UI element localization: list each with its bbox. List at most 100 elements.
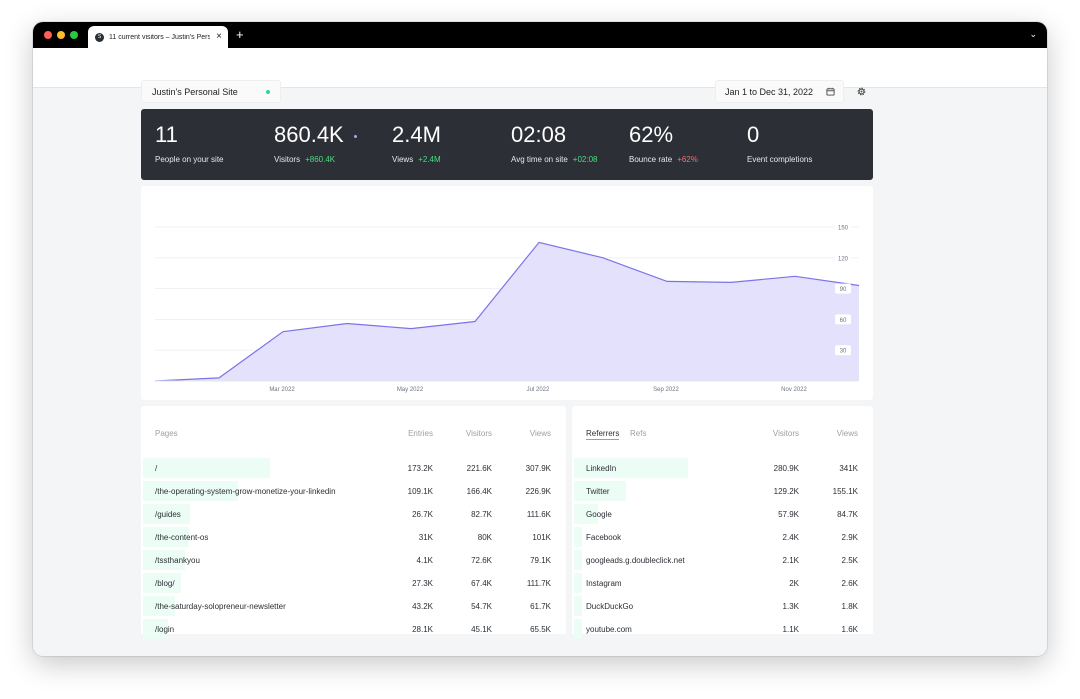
row-share-bar [143, 481, 238, 501]
favicon-icon: S [95, 32, 104, 42]
date-range-label: Jan 1 to Dec 31, 2022 [725, 87, 814, 97]
x-tick-label: May 2022 [397, 387, 424, 393]
row-entries: 27.3K [412, 579, 433, 588]
table-row[interactable]: /tssthankyou 4.1K 72.6K 79.1K [141, 550, 566, 570]
row-entries: 28.1K [412, 625, 433, 634]
selected-metric-dot [354, 135, 357, 138]
row-share-bar [574, 596, 582, 616]
y-tick-bg [835, 283, 851, 294]
table-row[interactable]: /the-saturday-solopreneur-newsletter 43.2… [141, 596, 566, 616]
row-label: googleads.g.doubleclick.net [586, 556, 685, 565]
y-tick-bg [835, 314, 851, 325]
table-row[interactable]: LinkedIn 280.9K 341K [572, 458, 873, 478]
row-label: Google [586, 510, 612, 519]
row-label: LinkedIn [586, 464, 617, 473]
pages-panel: Pages Entries Visitors Views / 173.2K 221.… [141, 406, 566, 639]
y-tick-label: 30 [840, 349, 847, 355]
browser-tab[interactable]: S 11 current visitors – Justin's Persona… [88, 26, 228, 48]
stat-value: 2.4M [392, 122, 441, 147]
table-row[interactable]: Google 57.9K 84.7K [572, 504, 873, 524]
tab-referrers[interactable]: Referrers [586, 429, 620, 440]
table-row[interactable]: youtube.com 1.1K 1.6K [572, 619, 873, 639]
column-header-entries[interactable]: Entries [408, 429, 433, 438]
table-row[interactable]: Facebook 2.4K 2.9K [572, 527, 873, 547]
row-share-bar [143, 504, 190, 524]
row-share-bar [574, 481, 626, 501]
calendar-icon [826, 87, 835, 96]
stat-delta: +62% [677, 155, 698, 164]
row-label: Instagram [586, 579, 622, 588]
row-views: 226.9K [525, 487, 551, 496]
y-tick-label: 90 [840, 287, 847, 293]
site-name: Justin's Personal Site [152, 87, 238, 97]
row-share-bar [143, 573, 181, 593]
stat-value: 860.4K [274, 122, 344, 147]
minimize-window-button[interactable] [57, 31, 65, 39]
table-row[interactable]: DuckDuckGo 1.3K 1.8K [572, 596, 873, 616]
stat-value: 11 [155, 122, 178, 147]
column-header-views[interactable]: Views [529, 429, 551, 438]
row-views: 1.8K [841, 602, 858, 611]
table-row[interactable]: Twitter 129.2K 155.1K [572, 481, 873, 501]
date-range-picker[interactable]: Jan 1 to Dec 31, 2022 [715, 80, 844, 103]
maximize-window-button[interactable] [70, 31, 78, 39]
row-label: Facebook [586, 533, 622, 542]
table-row[interactable]: /guides 26.7K 82.7K 111.6K [141, 504, 566, 524]
table-row[interactable]: /the-operating-system-grow-monetize-your… [141, 481, 566, 501]
row-visitors: 129.2K [773, 487, 799, 496]
row-share-bar [143, 619, 168, 639]
column-header-visitors[interactable]: Visitors [465, 429, 492, 438]
stat-avg-time[interactable]: 02:08 Avg time on site +02:08 [511, 123, 598, 165]
row-visitors: 67.4K [471, 579, 492, 588]
row-views: 65.5K [530, 625, 551, 634]
series-line [154, 241, 860, 382]
tab-refs[interactable]: Refs [630, 429, 647, 438]
row-share-bar [143, 596, 175, 616]
row-visitors: 72.6K [471, 556, 492, 565]
row-visitors: 80K [477, 533, 492, 542]
row-visitors: 2.4K [782, 533, 799, 542]
referrers-panel: Referrers Refs Visitors Views LinkedIn 28… [572, 406, 873, 639]
table-row[interactable]: /login 28.1K 45.1K 65.5K [141, 619, 566, 639]
x-tick-label: Jul 2022 [527, 387, 550, 393]
row-label: youtube.com [586, 625, 632, 634]
stat-views[interactable]: 2.4M Views +2.4M [392, 122, 441, 165]
row-share-bar [574, 504, 598, 524]
row-views: 1.6K [841, 625, 858, 634]
stat-visitors[interactable]: 860.4K Visitors +860.4K [274, 122, 357, 164]
stat-live-visitors[interactable]: 11 People on your site [155, 122, 224, 165]
row-label: /blog/ [155, 579, 175, 588]
row-share-bar [143, 527, 189, 547]
series-area [155, 242, 859, 381]
tab-close-icon[interactable]: × [216, 31, 222, 42]
row-share-bar [143, 550, 185, 570]
column-header-views[interactable]: Views [836, 429, 858, 438]
new-tab-icon[interactable]: + [236, 27, 244, 42]
table-row[interactable]: googleads.g.doubleclick.net 2.1K 2.5K [572, 550, 873, 570]
stat-label: People on your site [155, 155, 224, 164]
row-views: 111.6K [526, 510, 551, 519]
table-row[interactable]: Instagram 2K 2.6K [572, 573, 873, 593]
y-tick-label: 60 [840, 318, 847, 324]
stat-value: 0 [747, 122, 760, 147]
row-label: DuckDuckGo [586, 602, 634, 611]
settings-button[interactable] [850, 80, 873, 103]
y-tick-bg [835, 222, 851, 232]
table-row[interactable]: / 173.2K 221.6K 307.9K [141, 458, 566, 478]
stat-bounce-rate[interactable]: 62% Bounce rate +62% [629, 123, 698, 165]
stat-delta: +02:08 [572, 155, 598, 164]
row-visitors: 1.1K [782, 625, 799, 634]
site-selector[interactable]: Justin's Personal Site [141, 80, 281, 103]
stat-label: Avg time on site +02:08 [511, 155, 598, 164]
row-views: 101K [532, 533, 551, 542]
chevron-down-icon[interactable]: ⌄ [1029, 29, 1037, 39]
row-views: 155.1K [832, 487, 858, 496]
table-row[interactable]: /the-content-os 31K 80K 101K [141, 527, 566, 547]
row-views: 341K [839, 464, 858, 473]
close-window-button[interactable] [44, 31, 52, 39]
stat-event-completions[interactable]: 0 Event completions [747, 122, 812, 165]
visitors-chart[interactable]: 150 120 90 60 30 Mar 2022 May 2022 Jul 2022 Sep … [141, 186, 873, 400]
column-header-visitors[interactable]: Visitors [772, 429, 799, 438]
row-visitors: 2.1K [782, 556, 799, 565]
table-row[interactable]: /blog/27.3K 67.4K 111.7K [141, 573, 566, 593]
